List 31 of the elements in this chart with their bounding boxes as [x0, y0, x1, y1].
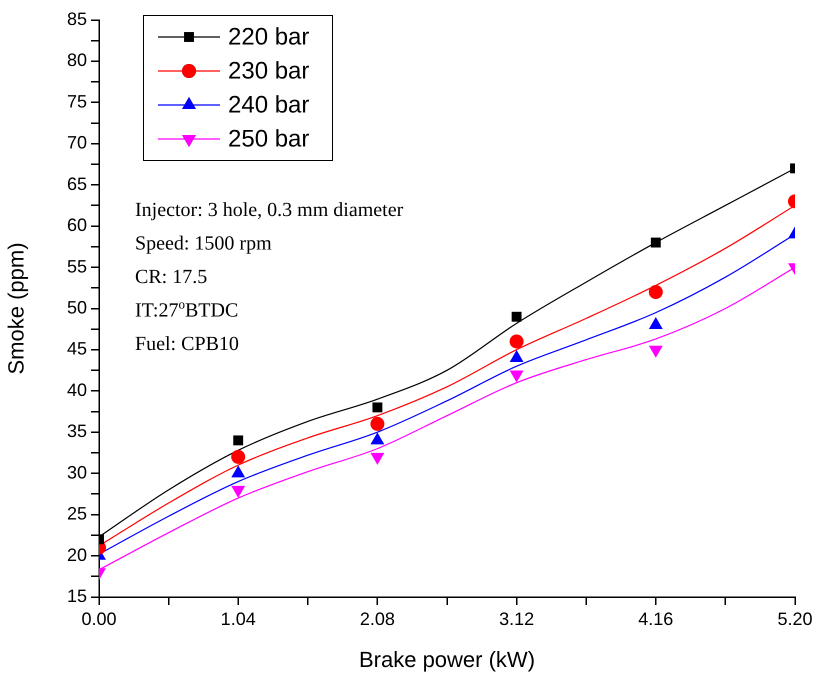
x-tick-label: 3.12: [499, 608, 534, 629]
y-tick-label: 50: [66, 297, 87, 318]
legend-label: 230 bar: [228, 58, 310, 85]
y-tick-label: 15: [66, 586, 87, 606]
y-tick-label: 85: [66, 8, 87, 29]
y-tick-label: 45: [66, 338, 87, 359]
x-tick-label: 2.08: [360, 608, 395, 629]
annotation: CR: 17.5: [135, 266, 208, 288]
y-tick-label: 40: [66, 380, 87, 400]
y-tick-label: 70: [66, 132, 87, 153]
y-tick-label: 35: [66, 421, 87, 442]
annotation: Injector: 3 hole, 0.3 mm diameter: [135, 199, 404, 221]
y-tick-label: 65: [66, 174, 87, 194]
x-tick-label: 0.00: [81, 608, 117, 629]
y-tick-label: 55: [66, 256, 87, 276]
x-axis-title: Brake power (kW): [358, 646, 536, 672]
y-tick-label: 30: [66, 462, 87, 482]
legend-label: 250 bar: [228, 126, 310, 153]
y-tick-label: 25: [66, 504, 87, 524]
y-axis-title: Smoke (ppm): [3, 242, 28, 375]
y-tick-label: 75: [66, 91, 87, 112]
x-tick-label: 5.20: [777, 608, 813, 629]
y-tick-label: 20: [66, 544, 87, 565]
legend-label: 240 bar: [228, 92, 310, 119]
x-tick-label: 4.16: [638, 608, 674, 629]
legend-label: 220 bar: [228, 24, 310, 51]
y-tick-label: 60: [66, 215, 87, 236]
x-tick-label: 1.04: [220, 608, 256, 629]
y-tick-label: 80: [66, 50, 87, 70]
annotation: Fuel: CPB10: [135, 333, 239, 355]
annotation: Speed: 1500 rpm: [135, 232, 272, 254]
